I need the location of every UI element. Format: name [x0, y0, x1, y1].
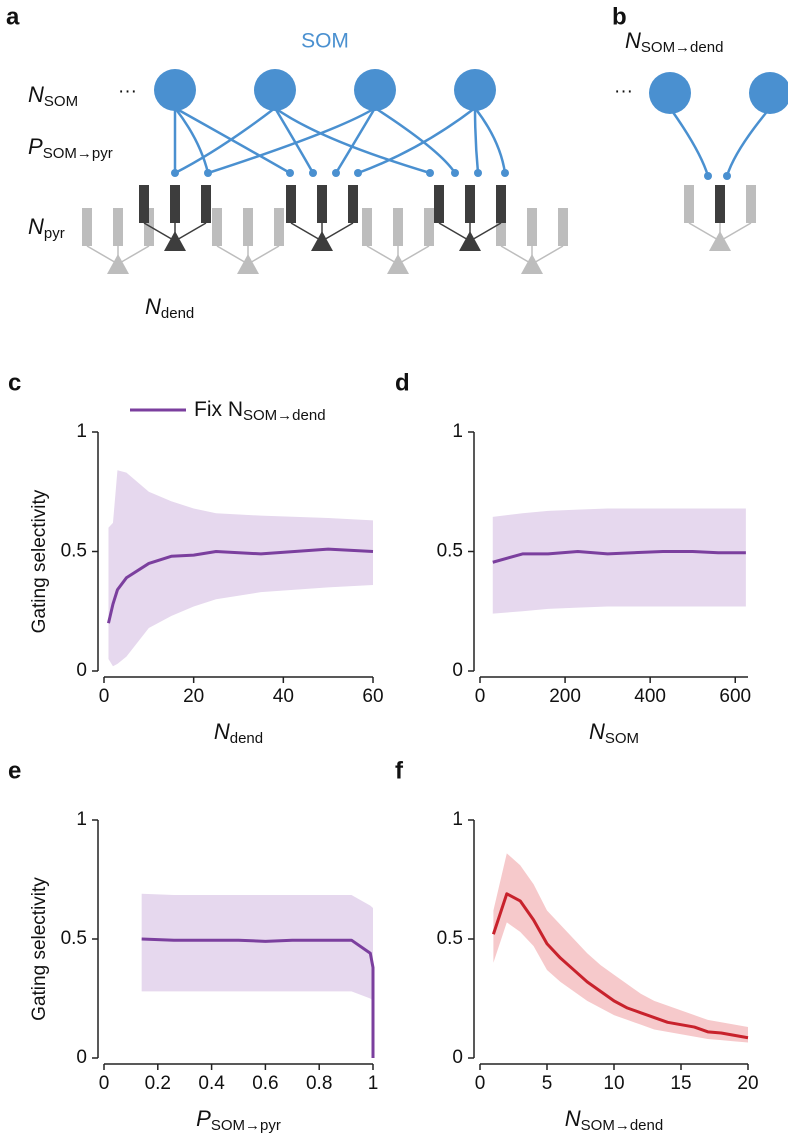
x-axis-label-sub: SOM	[605, 730, 639, 747]
legend-sub: SOM→dend	[243, 407, 326, 424]
y-tick-label: 0.5	[437, 541, 463, 562]
x-tick-label: 20	[183, 686, 204, 707]
x-axis-label-main: P	[196, 1106, 211, 1131]
x-axis-label-sub: dend	[230, 730, 263, 747]
x-axis-label-sub: SOM→pyr	[211, 1117, 281, 1134]
line	[141, 937, 375, 1058]
x-axis-label: PSOM→pyr	[196, 1106, 281, 1134]
y-axis-label: Gating selectivity	[29, 489, 50, 633]
panel-label: d	[395, 369, 410, 396]
y-tick-label: 0.5	[61, 541, 87, 562]
y-tick-label: 0	[76, 1047, 87, 1068]
schematic-a	[81, 69, 569, 275]
n-som-label: NSOM	[28, 82, 78, 110]
x-tick-label: 0.6	[252, 1073, 278, 1094]
x-tick-label: 1	[368, 1073, 379, 1094]
x-tick-label: 200	[549, 686, 581, 707]
panel-label: e	[8, 757, 21, 784]
x-tick-label: 0	[99, 1073, 110, 1094]
x-axis-label-sub: SOM→dend	[581, 1117, 664, 1134]
n-dend-label-sub: dend	[161, 305, 194, 322]
legend-name: Fix N	[194, 398, 243, 421]
panel-label: a	[6, 3, 20, 30]
x-tick-label: 600	[719, 686, 751, 707]
x-tick-label: 10	[603, 1073, 624, 1094]
panel-label: c	[8, 369, 21, 396]
y-axis-label: Gating selectivity	[29, 877, 50, 1021]
ellipsis: ···	[118, 81, 137, 102]
p-som-pyr-label-main: P	[28, 134, 43, 159]
legend-entry: Fix NSOM→dend	[194, 398, 326, 424]
line	[492, 550, 746, 564]
n-pyr-label-main: N	[28, 214, 44, 239]
y-tick-label: 0.5	[437, 928, 463, 949]
x-tick-label: 5	[542, 1073, 553, 1094]
x-tick-label: 60	[362, 686, 383, 707]
population-label: SOM	[301, 30, 349, 53]
x-axis-label: NSOM	[589, 719, 639, 747]
x-axis-label: Ndend	[214, 719, 263, 747]
n-dend-label-main: N	[145, 294, 161, 319]
y-tick-label: 1	[452, 809, 463, 830]
confidence-band	[493, 853, 748, 1043]
p-som-pyr-label: PSOM→pyr	[28, 134, 113, 162]
confidence-band	[492, 508, 746, 614]
y-tick-label: 1	[452, 421, 463, 442]
y-tick-label: 0	[452, 1047, 463, 1068]
x-tick-label: 20	[737, 1073, 758, 1094]
confidence-band	[108, 470, 373, 667]
x-tick-label: 0	[475, 686, 486, 707]
x-tick-label: 0.8	[306, 1073, 332, 1094]
n-pyr-label-sub: pyr	[44, 225, 65, 242]
line	[107, 547, 374, 624]
x-tick-label: 400	[634, 686, 666, 707]
x-tick-label: 0	[475, 1073, 486, 1094]
n-som-dend-label-main: N	[625, 28, 641, 53]
ellipsis: ···	[614, 81, 633, 102]
p-som-pyr-label-sub: SOM→pyr	[43, 145, 113, 162]
x-tick-label: 0.2	[145, 1073, 171, 1094]
x-axis-label-main: N	[214, 719, 230, 744]
x-tick-label: 40	[273, 686, 294, 707]
n-som-label-sub: SOM	[44, 93, 78, 110]
y-tick-label: 1	[76, 421, 87, 442]
n-som-dend-label-sub: SOM→dend	[641, 39, 724, 56]
x-tick-label: 0	[99, 686, 110, 707]
y-tick-label: 0.5	[61, 928, 87, 949]
y-tick-label: 1	[76, 809, 87, 830]
n-pyr-label: Npyr	[28, 214, 65, 242]
schematic-b	[649, 72, 788, 252]
x-tick-label: 0.4	[198, 1073, 225, 1094]
confidence-band	[141, 893, 373, 1058]
panel-label: f	[395, 757, 404, 784]
x-tick-label: 15	[670, 1073, 691, 1094]
y-tick-label: 0	[76, 660, 87, 681]
n-dend-label: Ndend	[145, 294, 194, 322]
y-tick-label: 0	[452, 660, 463, 681]
x-axis-label: NSOM→dend	[565, 1106, 663, 1134]
line	[491, 892, 749, 1040]
n-som-label-main: N	[28, 82, 44, 107]
panel-label: b	[612, 3, 627, 30]
x-axis-label-main: N	[565, 1106, 581, 1131]
x-axis-label-main: N	[589, 719, 605, 744]
n-som-dend-label: NSOM→dend	[625, 28, 723, 56]
